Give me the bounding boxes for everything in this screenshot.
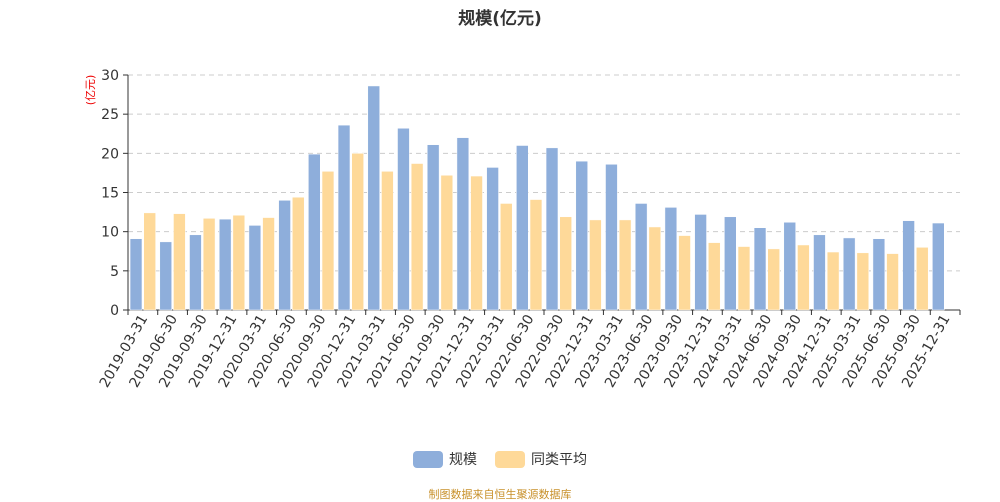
bar-scale [753, 227, 767, 311]
bar-chart: 051015202530(亿元)2019-03-312019-06-302019… [84, 68, 961, 390]
bar-scale [129, 238, 143, 311]
bar-peer-average [767, 248, 780, 311]
bar-scale [159, 241, 172, 311]
bar-scale [337, 124, 351, 311]
y-tick-label: 20 [101, 146, 119, 162]
bar-peer-average [856, 252, 870, 311]
y-tick-label: 0 [110, 303, 119, 319]
bar-peer-average [886, 253, 899, 311]
bar-scale [575, 160, 588, 311]
data-source: 制图数据来自恒生聚源数据库 [428, 488, 572, 501]
bar-peer-average [708, 242, 721, 311]
bar-peer-average [410, 163, 424, 311]
bar-scale [783, 222, 796, 311]
bar-scale [426, 144, 440, 311]
bar-peer-average [618, 219, 632, 311]
bar-scale [842, 237, 856, 311]
bar-scale [516, 145, 529, 311]
legend-item-scale[interactable]: 规模 [413, 449, 477, 469]
y-tick-label: 30 [101, 68, 119, 84]
bar-peer-average [202, 218, 216, 311]
bar-scale [189, 234, 202, 311]
bar-peer-average [381, 171, 394, 311]
bar-peer-average [470, 175, 483, 311]
bar-scale [932, 222, 945, 311]
y-axis-label: (亿元) [84, 75, 97, 106]
y-tick-label: 10 [101, 225, 119, 241]
legend-label: 同类平均 [531, 452, 587, 468]
bar-scale [308, 153, 321, 311]
bar-peer-average [589, 219, 602, 311]
bar-peer-average [292, 196, 305, 311]
bar-peer-average [737, 246, 751, 311]
legend-label: 规模 [449, 452, 477, 468]
bar-peer-average [143, 212, 156, 311]
y-tick-label: 15 [101, 186, 119, 202]
bar-scale [813, 234, 826, 311]
bar-peer-average [559, 216, 572, 311]
legend-item-peer-average[interactable]: 同类平均 [495, 449, 587, 469]
bar-scale [248, 225, 262, 311]
y-tick-label: 25 [101, 107, 119, 123]
bar-peer-average [797, 244, 810, 311]
bar-scale [664, 207, 678, 311]
chart-title: 规模(亿元) [458, 9, 542, 29]
bar-scale [694, 214, 707, 311]
bar-scale [456, 137, 470, 311]
bar-peer-average [678, 235, 691, 311]
bar-peer-average [529, 199, 543, 311]
bar-scale [486, 167, 499, 311]
bar-scale [902, 220, 915, 311]
bar-scale [872, 238, 886, 311]
bar-peer-average [232, 214, 246, 311]
bar-peer-average [351, 153, 364, 311]
bar-scale [397, 128, 410, 311]
bar-scale [218, 218, 232, 311]
legend-swatch [495, 450, 525, 468]
bar-scale [278, 200, 291, 311]
legend: 规模 同类平均 [0, 449, 1000, 469]
bar-peer-average [173, 213, 186, 311]
bar-peer-average [916, 247, 929, 311]
bar-scale [634, 203, 648, 311]
bar-peer-average [262, 217, 275, 311]
bar-scale [545, 147, 559, 311]
y-tick-label: 5 [110, 264, 119, 280]
bar-scale [367, 85, 380, 311]
bar-scale [605, 164, 618, 311]
bar-peer-average [648, 226, 662, 311]
legend-swatch [413, 450, 443, 468]
bar-peer-average [440, 175, 454, 311]
bar-scale [724, 216, 737, 311]
bar-peer-average [321, 171, 335, 311]
bar-peer-average [500, 203, 513, 311]
bar-peer-average [826, 251, 840, 311]
